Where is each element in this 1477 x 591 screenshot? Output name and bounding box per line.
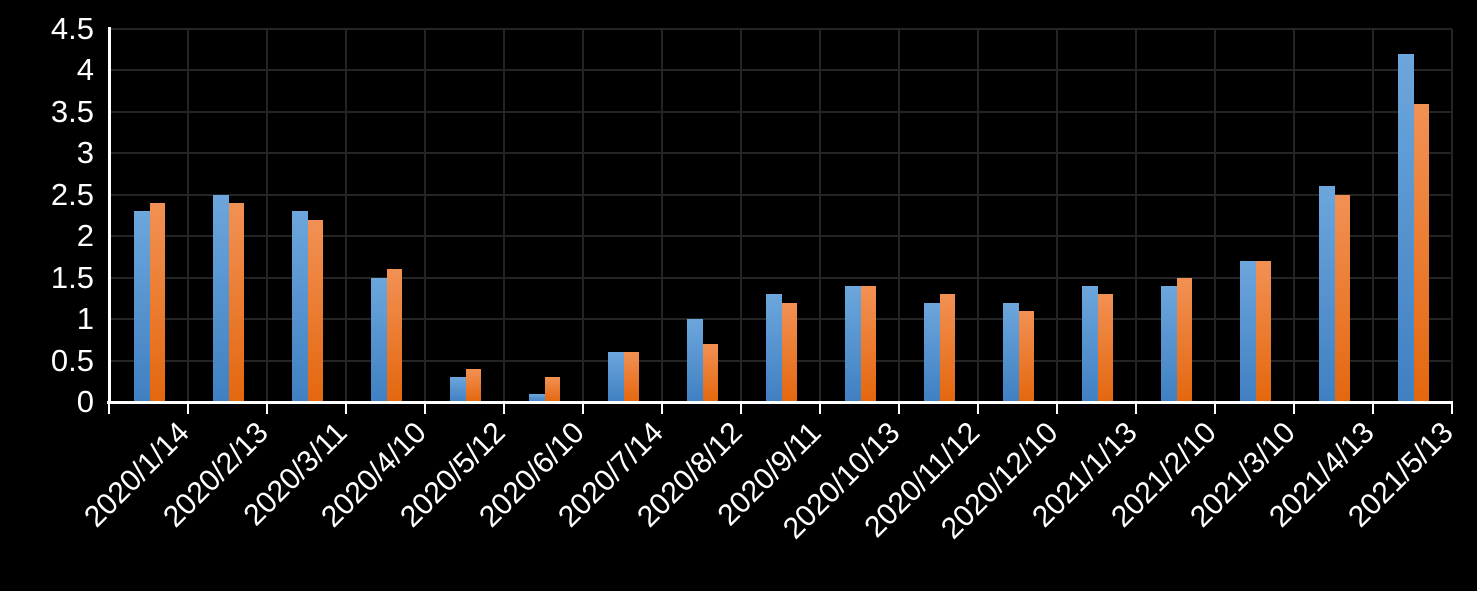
bar-blue-series (766, 294, 782, 402)
x-axis-tick-mark (1293, 404, 1295, 414)
bar-blue-series (371, 277, 387, 402)
gridline-vertical (345, 29, 347, 402)
x-axis-tick-mark (582, 404, 584, 414)
x-axis-tick-mark (108, 404, 110, 414)
bar-orange-series (1413, 103, 1429, 402)
x-axis-tick-mark (740, 404, 742, 414)
bar-blue-series (1240, 261, 1256, 402)
gridline-vertical (740, 29, 742, 402)
gridline-vertical (582, 29, 584, 402)
bar-orange-series (307, 219, 323, 402)
y-axis-tick-label: 1 (76, 301, 94, 337)
x-axis-tick-mark (1056, 404, 1058, 414)
gridline-vertical (1056, 29, 1058, 402)
gridline-vertical (266, 29, 268, 402)
bar-orange-series (465, 368, 481, 402)
bar-blue-series (1082, 285, 1098, 402)
bar-blue-series (292, 211, 308, 402)
gridline-horizontal (109, 235, 1452, 238)
gridline-vertical (977, 29, 979, 402)
y-axis-tick-label: 2 (76, 218, 94, 254)
bar-blue-series (213, 194, 229, 402)
gridline-vertical (1372, 29, 1374, 402)
bar-orange-series (149, 203, 165, 402)
y-axis-tick-label: 4 (76, 52, 94, 88)
bar-blue-series (924, 302, 940, 402)
bar-orange-series (781, 302, 797, 402)
bar-blue-series (845, 285, 861, 402)
gridline-vertical (1135, 29, 1137, 402)
bar-blue-series (687, 319, 703, 402)
x-axis-tick-mark (661, 404, 663, 414)
bar-blue-series (134, 211, 150, 402)
y-axis-tick-label: 0.5 (50, 342, 94, 378)
x-axis-tick-mark (1135, 404, 1137, 414)
bar-blue-series (1161, 285, 1177, 402)
gridline-horizontal (109, 152, 1452, 155)
y-axis-line (108, 27, 111, 402)
gridline-vertical (1214, 29, 1216, 402)
bar-blue-series (529, 393, 545, 402)
gridline-horizontal (109, 110, 1452, 113)
bar-orange-series (623, 352, 639, 402)
bar-orange-series (1255, 261, 1271, 402)
bar-orange-series (1176, 277, 1192, 402)
x-axis-tick-mark (424, 404, 426, 414)
x-axis-tick-mark (345, 404, 347, 414)
y-axis-tick-label: 1.5 (50, 259, 94, 295)
x-axis-tick-mark (503, 404, 505, 414)
gridline-vertical (819, 29, 821, 402)
gridline-vertical (898, 29, 900, 402)
x-axis-tick-mark (898, 404, 900, 414)
bar-orange-series (1018, 310, 1034, 402)
bar-blue-series (1003, 302, 1019, 402)
gridline-vertical (187, 29, 189, 402)
gridline-horizontal (109, 276, 1452, 279)
gridline-vertical (661, 29, 663, 402)
bar-orange-series (386, 269, 402, 402)
gridline-vertical (424, 29, 426, 402)
gridline-vertical (1451, 29, 1453, 402)
x-axis-tick-mark (977, 404, 979, 414)
x-axis-line (107, 401, 1453, 404)
y-axis-tick-label: 2.5 (50, 176, 94, 212)
bar-orange-series (860, 285, 876, 402)
bar-orange-series (702, 343, 718, 402)
bar-orange-series (939, 294, 955, 402)
y-axis-tick-label: 0 (76, 384, 94, 419)
bar-orange-series (544, 377, 560, 402)
y-axis-tick-label: 3 (76, 135, 94, 171)
bar-orange-series (1097, 294, 1113, 402)
bar-blue-series (1319, 186, 1335, 402)
x-axis-tick-mark (819, 404, 821, 414)
y-axis-tick-label: 4.5 (50, 11, 94, 46)
bar-blue-series (1398, 53, 1414, 402)
x-axis-tick-mark (1451, 404, 1453, 414)
y-axis-tick-label: 3.5 (50, 93, 94, 129)
bar-blue-series (608, 352, 624, 402)
gridline-vertical (503, 29, 505, 402)
gridline-horizontal (109, 69, 1452, 72)
gridline-vertical (1293, 29, 1295, 402)
bar-blue-series (450, 377, 466, 402)
bar-orange-series (1334, 194, 1350, 402)
x-axis-tick-mark (266, 404, 268, 414)
x-axis-tick-mark (187, 404, 189, 414)
gridline-horizontal (109, 193, 1452, 196)
bar-orange-series (228, 203, 244, 402)
x-axis-tick-mark (1214, 404, 1216, 414)
gridline-horizontal (109, 28, 1452, 30)
x-axis-tick-mark (1372, 404, 1374, 414)
